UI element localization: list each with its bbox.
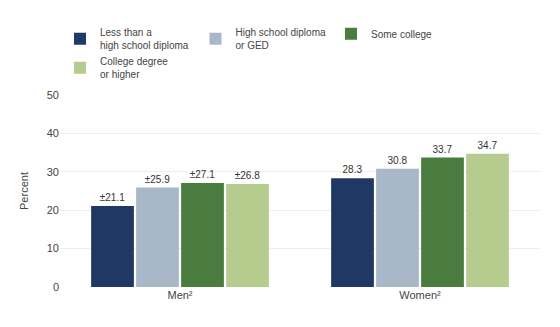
svg-text:Less than ahigh school diploma: Less than ahigh school diploma — [100, 27, 189, 51]
svg-text:20: 20 — [47, 204, 59, 216]
svg-text:±27.1: ±27.1 — [190, 169, 215, 180]
svg-text:33.7: 33.7 — [433, 144, 453, 155]
svg-text:College degreeor higher: College degreeor higher — [100, 56, 168, 80]
svg-text:0: 0 — [53, 281, 59, 293]
svg-text:34.7: 34.7 — [478, 140, 498, 151]
svg-text:High school diplomaor GED: High school diplomaor GED — [235, 27, 325, 51]
svg-text:10: 10 — [47, 242, 59, 254]
svg-text:30: 30 — [47, 166, 59, 178]
svg-text:28.3: 28.3 — [343, 164, 363, 175]
svg-text:Women²: Women² — [399, 289, 441, 301]
svg-text:±25.9: ±25.9 — [145, 174, 170, 185]
svg-text:±21.1: ±21.1 — [100, 192, 125, 203]
svg-text:Percent: Percent — [18, 172, 30, 210]
svg-text:30.8: 30.8 — [388, 155, 408, 166]
svg-text:Men²: Men² — [167, 289, 192, 301]
svg-text:Some college: Some college — [371, 29, 432, 40]
svg-text:40: 40 — [47, 127, 59, 139]
svg-text:50: 50 — [47, 89, 59, 101]
svg-text:±26.8: ±26.8 — [235, 170, 260, 181]
